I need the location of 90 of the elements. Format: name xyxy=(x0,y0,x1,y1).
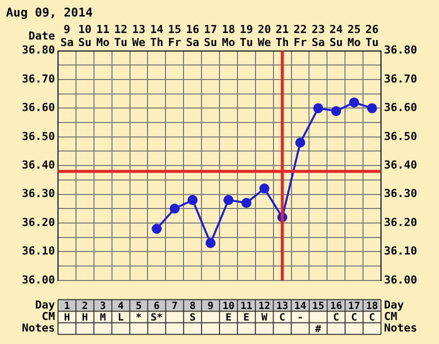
text: 5 xyxy=(136,300,142,312)
text: 4 xyxy=(118,300,124,312)
x-tick-label: 13 We xyxy=(132,22,146,50)
y-tick-label: CM xyxy=(42,310,56,323)
x-tick-label: 26 Tu xyxy=(365,22,380,50)
text: - xyxy=(297,312,304,324)
y2-tick-label: 36.70 xyxy=(384,72,418,86)
text: 1 xyxy=(64,300,70,312)
point xyxy=(313,103,324,114)
x-tick-label: 12 Tu xyxy=(114,22,128,50)
x-tick-label: 24 Su xyxy=(330,22,344,50)
text: # xyxy=(315,324,322,336)
y-tick-label: 36.20 xyxy=(22,216,55,229)
x-tick-label: 18 Mo xyxy=(222,22,236,50)
x-tick-label: 25 Mo xyxy=(347,22,362,50)
text: 13 xyxy=(276,300,288,312)
text: 18 xyxy=(366,300,378,312)
y-tick-label: 36.30 xyxy=(22,187,55,200)
text: 14 xyxy=(294,300,306,312)
y-tick-label: 36.60 xyxy=(22,101,55,114)
y2-tick-label: CM xyxy=(384,310,398,323)
y2-tick-label: 36.00 xyxy=(384,273,418,286)
x-tick-label: 9 Sa xyxy=(60,22,74,50)
x-tick-label: 20 We xyxy=(258,22,272,50)
text: C xyxy=(369,312,376,324)
y2-tick-label: 36.40 xyxy=(384,158,418,172)
y2-tick-label: Day xyxy=(384,298,404,312)
point xyxy=(188,195,198,206)
text: S* xyxy=(150,312,163,324)
text: 11 xyxy=(240,300,252,312)
y-tick-label: 36.10 xyxy=(22,244,55,258)
y-tick-label: Day xyxy=(35,298,56,312)
point xyxy=(367,103,378,114)
text: W xyxy=(261,312,268,324)
x-tick-label: 14 Th xyxy=(150,22,164,50)
text: 17 xyxy=(348,300,360,312)
y2-tick-label: 36.10 xyxy=(384,244,418,258)
text: Date xyxy=(28,29,56,42)
x-tick-label: 10 Su xyxy=(78,22,92,50)
text: * xyxy=(136,312,142,324)
point xyxy=(349,97,360,108)
y2-tick-label: 36.60 xyxy=(384,101,418,114)
y2-tick-label: 36.30 xyxy=(384,187,418,200)
text: C xyxy=(351,312,358,324)
y-tick-label: 36.80 xyxy=(22,44,55,57)
y-tick-label: 36.00 xyxy=(22,273,55,286)
text: 10 xyxy=(222,300,234,312)
x-tick-label: 23 Sa xyxy=(312,22,325,50)
y2-tick-label: 36.50 xyxy=(384,130,418,143)
text: 7 xyxy=(172,300,178,312)
y2-tick-label: 36.20 xyxy=(384,216,418,229)
y-tick-label: 36.50 xyxy=(22,130,55,143)
y2-tick-label: 36.80 xyxy=(384,44,418,57)
x-tick-label: 15 Fr xyxy=(168,22,182,50)
text: 3 xyxy=(100,300,106,312)
point xyxy=(241,198,252,208)
point xyxy=(206,238,216,248)
text: C xyxy=(279,312,286,324)
text: 15 xyxy=(312,300,324,312)
text: 12 xyxy=(258,300,270,312)
text: 8 xyxy=(190,300,196,312)
text: S xyxy=(190,312,196,324)
chart-title: Aug 09, 2014 xyxy=(6,5,93,20)
text: 6 xyxy=(154,300,160,312)
point xyxy=(152,224,162,234)
text: M xyxy=(100,312,106,324)
point xyxy=(223,195,234,206)
x-tick-label: 21 Th xyxy=(276,22,290,50)
point xyxy=(331,106,342,116)
x-tick-label: 17 Su xyxy=(204,22,218,50)
x-tick-label: 11 Mo xyxy=(96,22,110,50)
x-tick-label: 22 Fr xyxy=(294,22,308,50)
point xyxy=(259,184,270,194)
text: L xyxy=(118,312,124,324)
text: 16 xyxy=(330,300,342,312)
text: 2 xyxy=(82,300,88,312)
x-tick-label: 16 Sa xyxy=(186,22,200,50)
y-tick-label: 36.40 xyxy=(22,158,55,172)
point xyxy=(170,204,180,214)
y-tick-label: 36.70 xyxy=(22,72,55,86)
text: E xyxy=(225,312,232,324)
point xyxy=(295,138,306,148)
x-tick-label: 19 Tu xyxy=(240,22,254,50)
text: 9 xyxy=(208,300,214,312)
text: E xyxy=(243,312,250,324)
text: H xyxy=(82,312,88,324)
y-tick-label: Notes xyxy=(22,321,55,334)
y2-tick-label: Notes xyxy=(384,321,418,334)
text: C xyxy=(333,312,340,324)
text: H xyxy=(64,312,70,324)
